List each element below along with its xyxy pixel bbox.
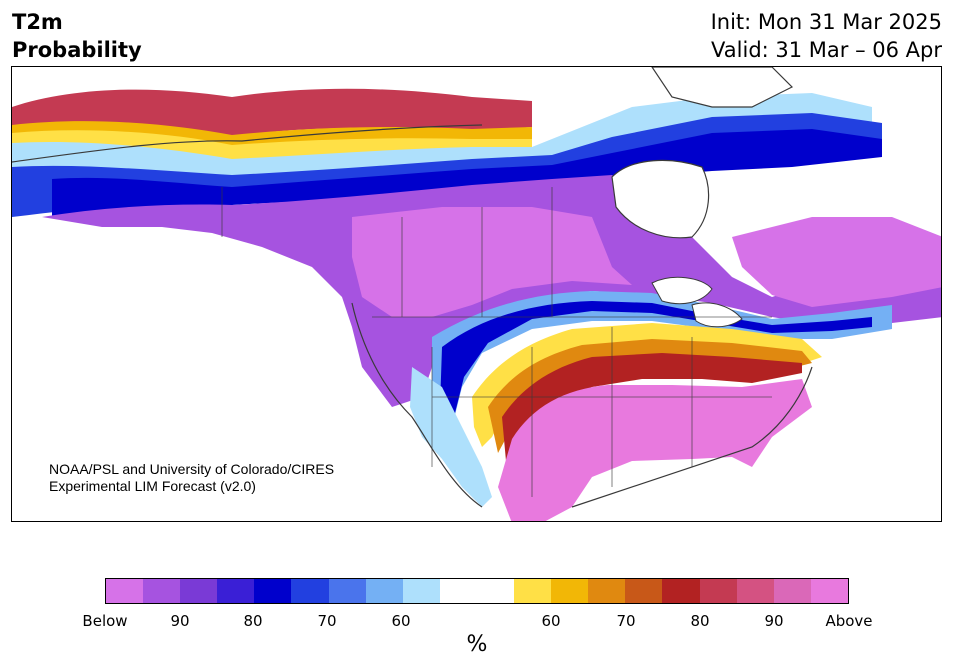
colorbar-segment — [810, 579, 848, 603]
init-date: Init: Mon 31 Mar 2025 — [710, 10, 942, 34]
mexico-cold-tongue — [410, 367, 492, 507]
map-canvas — [12, 67, 941, 521]
colorbar-segment — [551, 579, 589, 603]
arctic-above-band — [12, 88, 532, 162]
colorbar-tick-label: 70 — [616, 612, 636, 630]
credit-line-2: Experimental LIM Forecast (v2.0) — [49, 478, 256, 494]
colorbar-tick-label: 90 — [170, 612, 190, 630]
colorbar-tick-label: 80 — [243, 612, 263, 630]
us-above-magenta — [498, 379, 812, 521]
colorbar-tick-label: 70 — [317, 612, 337, 630]
map-title: T2m Probability — [12, 8, 142, 64]
colorbar-segment — [476, 579, 515, 603]
coastline-outline — [12, 124, 813, 508]
colorbar-segment — [328, 579, 366, 603]
colorbar-segment — [773, 579, 811, 603]
colorbar-segment — [588, 579, 626, 603]
colorbar-tick-label: Above — [825, 612, 873, 630]
colorbar-tick-label: 60 — [541, 612, 561, 630]
colorbar-segment — [699, 579, 737, 603]
colorbar-segment — [180, 579, 218, 603]
colorbar-tick-label: 80 — [690, 612, 710, 630]
variable-label: T2m — [12, 10, 63, 34]
greenland-outline — [651, 67, 794, 108]
credit-text: NOAA/PSL and University of Colorado/CIRE… — [49, 461, 334, 495]
colorbar-segment — [736, 579, 774, 603]
colorbar-segment — [625, 579, 663, 603]
forecast-dates: Init: Mon 31 Mar 2025 Valid: 31 Mar – 06… — [711, 8, 942, 64]
colorbar-unit: % — [466, 632, 488, 657]
us-warm-band-red — [502, 353, 802, 461]
colorbar-segment — [439, 579, 477, 603]
hudson-bay-outline — [611, 159, 710, 239]
product-label: Probability — [12, 38, 142, 62]
valid-range: Valid: 31 Mar – 06 Apr — [711, 38, 942, 62]
colorbar-segment — [365, 579, 403, 603]
colorbar-segment — [143, 579, 181, 603]
colorbar-segment — [402, 579, 440, 603]
colorbar-segment — [254, 579, 292, 603]
arctic-deep-blue-band — [52, 129, 882, 217]
forecast-map — [11, 66, 942, 522]
eastern-canada-magenta — [732, 217, 941, 307]
colorbar-segment — [662, 579, 700, 603]
colorbar-tick-label: Below — [82, 612, 128, 630]
colorbar-tick-label: 90 — [764, 612, 784, 630]
great-lakes-outline — [651, 276, 743, 328]
colorbar-tick-label: 60 — [391, 612, 411, 630]
colorbar-tick-labels: Below 90 80 70 60 60 70 80 90 Above — [0, 612, 954, 632]
colorbar-segment — [514, 579, 552, 603]
colorbar-segment — [291, 579, 329, 603]
interior-magenta — [352, 207, 632, 317]
colorbar-segment — [106, 579, 144, 603]
credit-line-1: NOAA/PSL and University of Colorado/CIRE… — [49, 461, 335, 477]
colorbar — [105, 578, 849, 604]
state-borders — [221, 187, 772, 497]
colorbar-segment — [217, 579, 255, 603]
